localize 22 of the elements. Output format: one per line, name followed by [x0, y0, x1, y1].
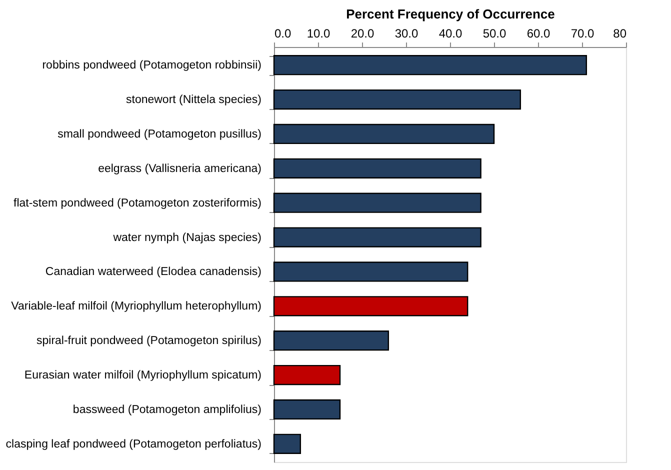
y-tick-label: stonewort (Nittela species) [126, 94, 262, 106]
x-tick-label: 40.0 [438, 26, 462, 40]
y-tick-label: Variable-leaf milfoil (Myriophyllum heterophyllum) [11, 300, 262, 313]
x-tick-label: 50.0 [482, 26, 506, 40]
x-tick-label: 70.0 [570, 26, 594, 40]
y-tick-label: bassweed (Potamogeton amplifolius) [72, 404, 262, 416]
y-tick-label: small pondweed (Potamogeton pusillus) [58, 128, 262, 140]
y-tick-label: Eurasian water milfoil (Myriophyllum spicatum) [24, 370, 262, 382]
x-tick-label: 60.0 [526, 26, 550, 40]
x-axis-title: Percent Frequency of Occurrence [346, 6, 555, 22]
y-tick-label: Canadian waterweed (Elodea canadensis) [45, 266, 262, 278]
x-tick-label: 30.0 [394, 26, 418, 40]
y-tick-label: flat-stem pondweed (Potamogeton zosteriformis) [14, 197, 262, 210]
y-tick-label: clasping leaf pondweed (Potamogeton perfoliatus) [6, 438, 262, 450]
x-tick-label: 10.0 [306, 26, 330, 40]
y-tick-label: water nymph (Najas species) [112, 232, 262, 244]
x-tick-label: 0.0 [274, 26, 292, 40]
y-tick-label: eelgrass (Vallisneria americana) [98, 162, 262, 175]
y-tick-label: robbins pondweed (Potamogeton robbinsii) [42, 60, 262, 72]
y-tick-label: spiral-fruit pondweed (Potamogeton spirilus) [36, 335, 262, 348]
x-tick-label: 80 [613, 26, 627, 40]
x-tick-label: 20.0 [350, 26, 374, 40]
